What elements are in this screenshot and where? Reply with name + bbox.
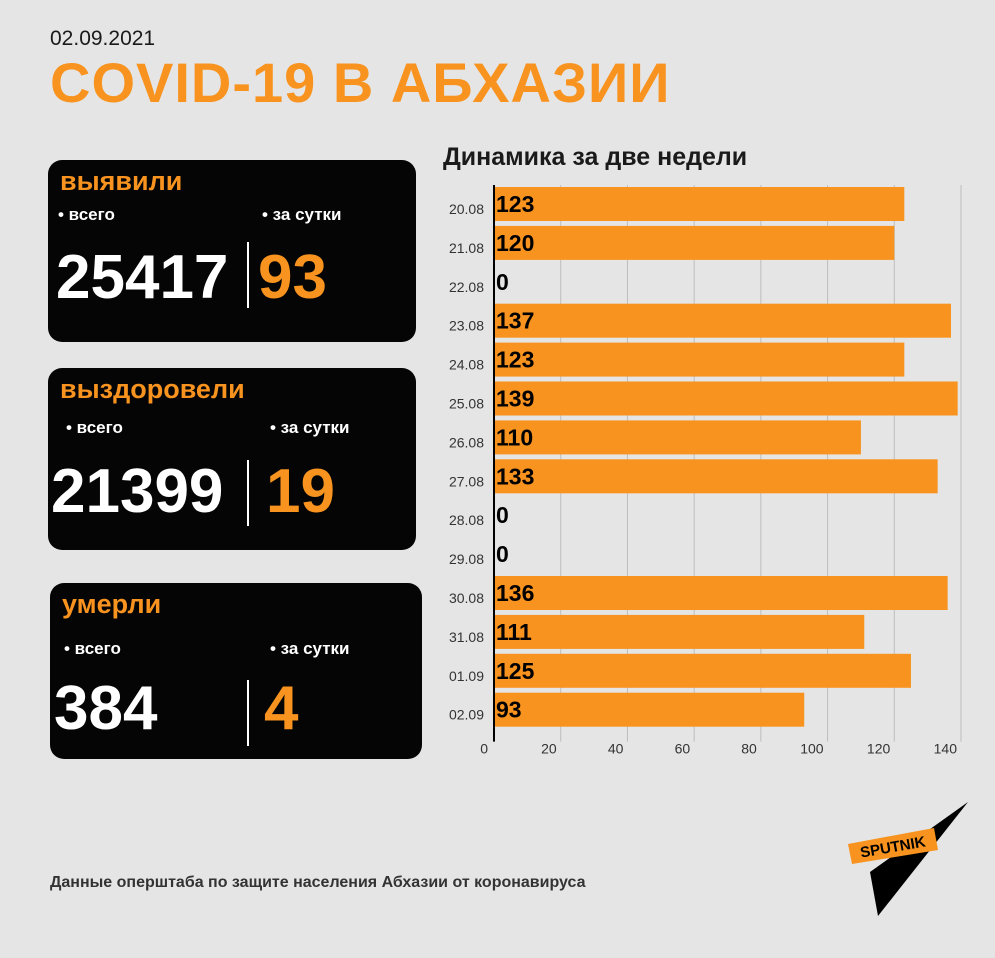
x-tick-label: 40 (608, 741, 624, 757)
bar (494, 614, 865, 649)
bar (494, 225, 895, 260)
data-label: 136 (496, 580, 534, 606)
category-label: 22.08 (449, 279, 484, 295)
card-recovered-daily: 19 (266, 457, 335, 526)
data-label: 93 (496, 697, 522, 723)
data-label: 0 (496, 541, 509, 567)
card-died-divider (247, 680, 249, 746)
x-tick-label: 100 (800, 741, 824, 757)
data-label: 0 (496, 269, 509, 295)
card-died-daily: 4 (264, 674, 299, 743)
card-died: умерли • всего • за сутки 384 4 (50, 583, 422, 759)
category-label: 29.08 (449, 551, 484, 567)
data-label: 133 (496, 463, 534, 489)
card-recovered-total: 21399 (51, 457, 224, 526)
data-label: 123 (496, 347, 534, 373)
card-recovered: выздоровели • всего • за сутки 21399 19 (48, 368, 416, 550)
category-label: 25.08 (449, 396, 484, 412)
sputnik-logo-badge (848, 828, 938, 864)
bar (494, 459, 938, 494)
bar (494, 653, 911, 688)
category-label: 01.09 (449, 668, 484, 684)
card-detected-total: 25417 (56, 243, 229, 312)
source-note: Данные оперштаба по защите населения Абх… (50, 874, 586, 891)
x-tick-label: 80 (741, 741, 757, 757)
card-detected: выявили • всего • за сутки 25417 93 (48, 160, 416, 342)
bar (494, 187, 905, 221)
data-label: 111 (496, 619, 532, 645)
x-tick-label: 20 (541, 741, 557, 757)
card-detected-total-label: • всего (58, 205, 115, 224)
bar (494, 692, 805, 727)
card-recovered-daily-label: • за сутки (270, 418, 350, 437)
category-label: 21.08 (449, 240, 484, 256)
chart-title: Динамика за две недели (443, 143, 748, 171)
data-label: 123 (496, 191, 534, 217)
card-detected-daily-label: • за сутки (262, 205, 342, 224)
category-label: 24.08 (449, 357, 484, 373)
card-recovered-total-label: • всего (66, 418, 123, 437)
card-died-daily-label: • за сутки (270, 639, 350, 658)
data-label: 110 (496, 424, 533, 450)
bar (494, 381, 958, 416)
sputnik-logo: SPUTNIK (848, 802, 968, 916)
x-tick-label: 140 (934, 741, 958, 757)
category-label: 26.08 (449, 434, 484, 450)
x-tick-label: 120 (867, 741, 891, 757)
bar (494, 576, 948, 610)
card-detected-daily: 93 (258, 243, 327, 312)
category-label: 31.08 (449, 629, 484, 645)
card-died-total-label: • всего (64, 639, 121, 658)
data-label: 137 (496, 308, 534, 334)
category-label: 30.08 (449, 590, 484, 606)
category-label: 02.09 (449, 707, 484, 723)
category-label: 27.08 (449, 473, 484, 489)
card-recovered-divider (247, 460, 249, 526)
bar-chart: 20.08 123 21.08 120 22.08 0 23.08 137 24.08 123 25… (449, 185, 962, 757)
bar (494, 342, 905, 377)
data-label: 139 (496, 386, 534, 412)
category-label: 23.08 (449, 318, 484, 334)
card-detected-title: выявили (60, 166, 183, 196)
card-died-total: 384 (54, 674, 158, 743)
date-label: 02.09.2021 (50, 27, 156, 50)
bar (494, 420, 861, 455)
x-tick-label: 60 (675, 741, 691, 757)
card-detected-divider (247, 242, 249, 308)
category-label: 28.08 (449, 512, 484, 528)
data-label: 0 (496, 502, 509, 528)
page-title: COVID-19 В АБХАЗИИ (50, 51, 671, 114)
data-label: 120 (496, 230, 534, 256)
bar (494, 303, 951, 338)
x-tick-label: 0 (480, 741, 488, 757)
sputnik-logo-shape (870, 802, 968, 916)
card-recovered-title: выздоровели (60, 374, 245, 404)
category-label: 20.08 (449, 201, 484, 217)
data-label: 125 (496, 658, 535, 684)
card-died-title: умерли (62, 589, 162, 619)
